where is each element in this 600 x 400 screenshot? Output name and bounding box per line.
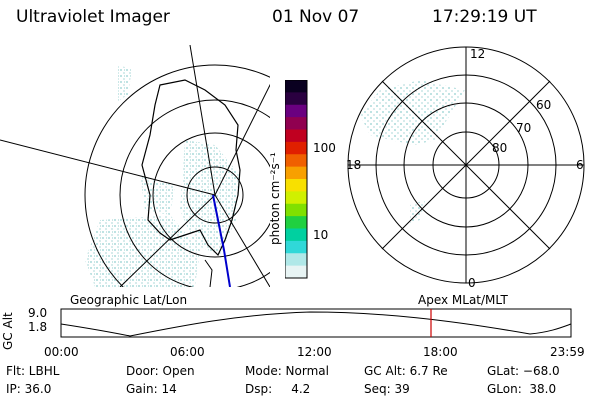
polar-panel-label: Apex MLat/MLT <box>418 293 508 307</box>
geographic-map <box>0 45 270 287</box>
altitude-xtick-0000: 00:00 <box>44 345 79 359</box>
colorbar-stripe <box>285 203 307 217</box>
colorbar-stripe <box>285 117 307 130</box>
mlt-label-18: 18 <box>346 158 361 172</box>
time-label: 17:29:19 UT <box>432 7 537 27</box>
colorbar-stripe <box>285 92 307 106</box>
lat-label-60: 60 <box>536 98 551 112</box>
info-gc-alt: GC Alt: 6.7 Re <box>364 364 448 378</box>
info-dsp: Dsp: 4.2 <box>245 382 311 396</box>
info-gain: Gain: 14 <box>126 382 177 396</box>
colorbar-stripe <box>285 191 307 205</box>
instrument-title: Ultraviolet Imager <box>16 7 170 27</box>
colorbar-stripe <box>285 253 307 267</box>
satellite-track <box>212 194 231 287</box>
altitude-ytick-9: 9.0 <box>28 306 48 320</box>
colorbar-stripe <box>285 216 307 229</box>
colorbar-stripe <box>285 179 307 192</box>
colorbar-stripe <box>285 166 307 180</box>
colorbar-stripe <box>285 228 307 242</box>
colorbar-stripe <box>285 129 307 143</box>
altitude-ytick-1.8: 1.8 <box>28 320 48 334</box>
altitude-curve <box>60 311 572 337</box>
info-ip: IP: 36.0 <box>6 382 52 396</box>
info-glon: GLon: 38.0 <box>487 382 557 396</box>
aurora-oval <box>360 80 465 145</box>
altitude-xtick-2359: 23:59 <box>550 345 585 359</box>
polar-map: 12 18 6 0 60 70 80 <box>346 46 585 290</box>
coast-line <box>204 259 213 287</box>
colorbar-stripe <box>285 80 307 93</box>
colorbar-stripe <box>285 154 307 168</box>
info-seq: Seq: 39 <box>364 382 410 396</box>
aurora-region <box>85 215 200 287</box>
colorbar-tick-100: 100 <box>313 141 336 155</box>
colorbar-stripe <box>285 104 307 118</box>
colorbar-unit-label: photon cm⁻²s⁻¹ <box>268 152 282 245</box>
altitude-plot <box>60 308 572 338</box>
info-door: Door: Open <box>126 364 195 378</box>
continent-outline <box>141 79 241 257</box>
colorbar-tick-10: 10 <box>313 228 329 242</box>
mlt-label-12: 12 <box>470 47 485 61</box>
altitude-ylabel: GC Alt <box>1 312 15 350</box>
aurora-region <box>140 175 175 215</box>
lat-label-70: 70 <box>516 121 531 135</box>
colorbar-stripe <box>285 265 307 279</box>
colorbar <box>285 80 308 279</box>
info-mode: Mode: Normal <box>245 364 329 378</box>
mlt-label-0: 0 <box>468 276 476 290</box>
info-flt: Flt: LBHL <box>6 364 60 378</box>
mlt-label-6: 6 <box>576 158 584 172</box>
altitude-xtick-0600: 06:00 <box>170 345 205 359</box>
lat-label-80: 80 <box>492 141 507 155</box>
info-glat: GLat: −68.0 <box>487 364 560 378</box>
colorbar-stripe <box>285 141 307 155</box>
date-label: 01 Nov 07 <box>272 7 360 27</box>
altitude-xtick-1200: 12:00 <box>297 345 332 359</box>
altitude-xtick-1800: 18:00 <box>423 345 458 359</box>
colorbar-stripe <box>285 240 307 254</box>
aurora-region <box>118 65 132 101</box>
geo-panel-label: Geographic Lat/Lon <box>70 293 188 307</box>
